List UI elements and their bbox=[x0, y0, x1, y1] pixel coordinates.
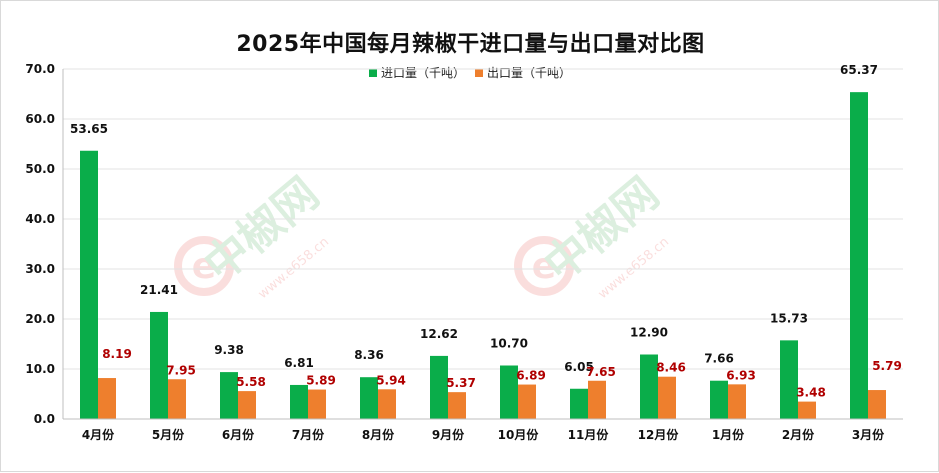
data-label-export-10: 3.48 bbox=[796, 386, 826, 400]
bar-import-3 bbox=[290, 384, 308, 419]
data-label-export-11: 5.79 bbox=[872, 359, 902, 373]
data-label-import-1: 21.41 bbox=[140, 283, 178, 297]
x-tick-label-1: 5月份 bbox=[152, 427, 185, 442]
bar-export-8 bbox=[658, 376, 676, 419]
data-label-export-6: 6.89 bbox=[516, 369, 546, 383]
data-label-export-9: 6.93 bbox=[726, 368, 756, 382]
data-label-export-3: 5.89 bbox=[306, 374, 336, 388]
watermark-logo-ring bbox=[514, 236, 574, 296]
bar-export-1 bbox=[168, 379, 186, 419]
bar-export-6 bbox=[518, 384, 536, 419]
bar-import-10 bbox=[780, 340, 798, 419]
bar-import-11 bbox=[850, 92, 868, 420]
bar-export-9 bbox=[728, 384, 746, 419]
watermark-logo-letter: e bbox=[532, 246, 556, 287]
y-tick-label-0: 0.0 bbox=[34, 412, 55, 426]
bar-export-11 bbox=[868, 390, 886, 419]
bar-export-4 bbox=[378, 389, 396, 419]
x-tick-label-5: 9月份 bbox=[432, 427, 465, 442]
data-label-export-1: 7.95 bbox=[166, 363, 196, 377]
x-tick-label-6: 10月份 bbox=[498, 427, 540, 442]
x-tick-label-8: 12月份 bbox=[638, 427, 680, 442]
data-label-import-6: 10.70 bbox=[490, 337, 528, 351]
data-labels: 53.65 8.19 21.41 7.95 9.38 5.58 6.81 5.89 8.36 5.… bbox=[70, 63, 902, 399]
bar-import-7 bbox=[570, 388, 588, 419]
data-label-export-8: 8.46 bbox=[656, 361, 686, 375]
bar-import-0 bbox=[80, 150, 98, 419]
watermark-logo-letter: e bbox=[192, 246, 216, 287]
watermark-brand-text: 中椒网 bbox=[195, 168, 329, 292]
bar-import-1 bbox=[150, 311, 168, 419]
data-label-import-9: 7.66 bbox=[704, 352, 734, 366]
bar-export-10 bbox=[798, 401, 816, 419]
data-label-import-5: 12.62 bbox=[420, 327, 458, 341]
data-label-export-4: 5.94 bbox=[376, 373, 406, 387]
data-label-export-5: 5.37 bbox=[446, 376, 476, 390]
data-label-import-11: 65.37 bbox=[840, 63, 878, 77]
bar-import-9 bbox=[710, 380, 728, 419]
x-tick-label-3: 7月份 bbox=[292, 427, 325, 442]
x-tick-label-11: 3月份 bbox=[852, 427, 885, 442]
gridlines bbox=[63, 68, 903, 370]
x-tick-label-4: 8月份 bbox=[362, 427, 395, 442]
data-label-export-0: 8.19 bbox=[102, 347, 132, 361]
data-label-import-4: 8.36 bbox=[354, 348, 384, 362]
x-tick-label-2: 6月份 bbox=[222, 427, 255, 442]
data-label-import-10: 15.73 bbox=[770, 311, 808, 325]
x-tick-label-10: 2月份 bbox=[782, 427, 815, 442]
bar-export-5 bbox=[448, 392, 466, 419]
y-tick-label-2: 20.0 bbox=[25, 312, 55, 326]
bar-import-8 bbox=[640, 354, 658, 419]
bar-export-2 bbox=[238, 391, 256, 419]
y-tick-label-3: 30.0 bbox=[25, 262, 55, 276]
bar-import-6 bbox=[500, 365, 518, 419]
data-label-import-7: 6.05 bbox=[564, 360, 594, 374]
bar-export-7 bbox=[588, 380, 606, 419]
y-tick-label-1: 10.0 bbox=[25, 362, 55, 376]
y-tick-label-6: 60.0 bbox=[25, 112, 55, 126]
x-tick-label-0: 4月份 bbox=[82, 427, 115, 442]
y-tick-label-5: 50.0 bbox=[25, 162, 55, 176]
data-label-import-0: 53.65 bbox=[70, 122, 108, 136]
data-label-import-3: 6.81 bbox=[284, 356, 314, 370]
watermark-brand-text: 中椒网 bbox=[535, 168, 669, 292]
data-label-import-8: 12.90 bbox=[630, 326, 668, 340]
y-tick-label-7: 70.0 bbox=[25, 62, 55, 76]
bar-import-2 bbox=[220, 372, 238, 419]
chart-title: 2025年中国每月辣椒干进口量与出口量对比图 bbox=[236, 32, 705, 57]
bar-import-5 bbox=[430, 355, 448, 419]
data-label-export-7: 7.65 bbox=[586, 365, 616, 379]
watermark-logo-ring bbox=[174, 236, 234, 296]
bar-export-3 bbox=[308, 389, 326, 419]
axes: 0.0 10.0 20.0 30.0 40.0 50.0 60.0 70.0 4月份 5月份 6月份… bbox=[25, 62, 903, 442]
bar-export-0 bbox=[98, 378, 116, 419]
x-tick-label-7: 11月份 bbox=[568, 427, 610, 442]
bar-import-4 bbox=[360, 377, 378, 419]
y-tick-label-4: 40.0 bbox=[25, 212, 55, 226]
x-tick-label-9: 1月份 bbox=[712, 427, 745, 442]
legend-swatch-export bbox=[475, 68, 484, 77]
bars bbox=[80, 92, 886, 420]
data-label-import-2: 9.38 bbox=[214, 343, 244, 357]
legend-swatch-import bbox=[369, 68, 377, 77]
data-label-export-2: 5.58 bbox=[236, 375, 266, 389]
